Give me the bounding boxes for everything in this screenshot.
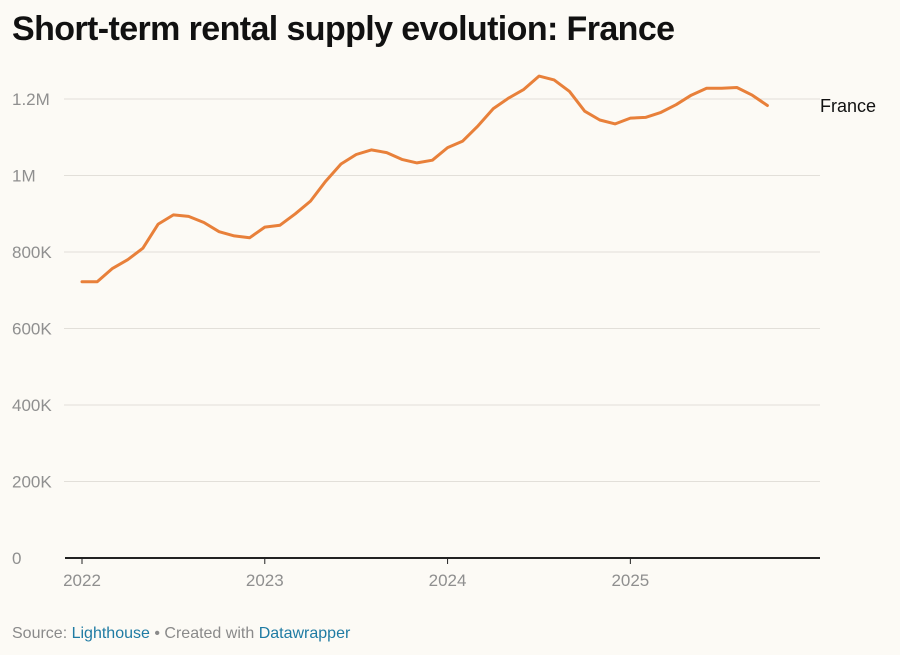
x-tick-label: 2024 [429,571,467,590]
gridlines [64,98,820,482]
series-layer: France [80,74,876,284]
source-link[interactable]: Lighthouse [71,625,150,642]
x-axis: 2022 2023 2024 2025 [63,557,820,590]
series-label: France [820,96,876,116]
footer-separator: • [154,625,160,642]
line-chart: 0 200K 400K 600K 800K 1M 1.2M 2022 2023 2024 2025… [12,74,876,590]
y-tick-label: 600K [12,320,52,339]
y-tick-label: 1M [12,167,36,186]
x-tick-label: 2023 [246,571,284,590]
y-axis-labels: 0 200K 400K 600K 800K 1M 1.2M [12,90,52,568]
x-tick-label: 2022 [63,571,101,590]
datawrapper-link[interactable]: Datawrapper [258,625,351,642]
y-tick-label: 400K [12,396,52,415]
source-label: Source: [12,625,68,642]
x-tick-label: 2025 [611,571,649,590]
source-footer: Source: Lighthouse • Created with Datawr… [12,625,350,643]
created-with-label: Created with [164,625,255,642]
y-tick-label: 200K [12,473,52,492]
series-line-france [80,74,769,284]
y-tick-label: 1.2M [12,90,50,109]
chart-title: Short-term rental supply evolution: Fran… [12,10,675,48]
y-tick-label: 800K [12,243,52,262]
y-tick-label: 0 [12,549,21,568]
